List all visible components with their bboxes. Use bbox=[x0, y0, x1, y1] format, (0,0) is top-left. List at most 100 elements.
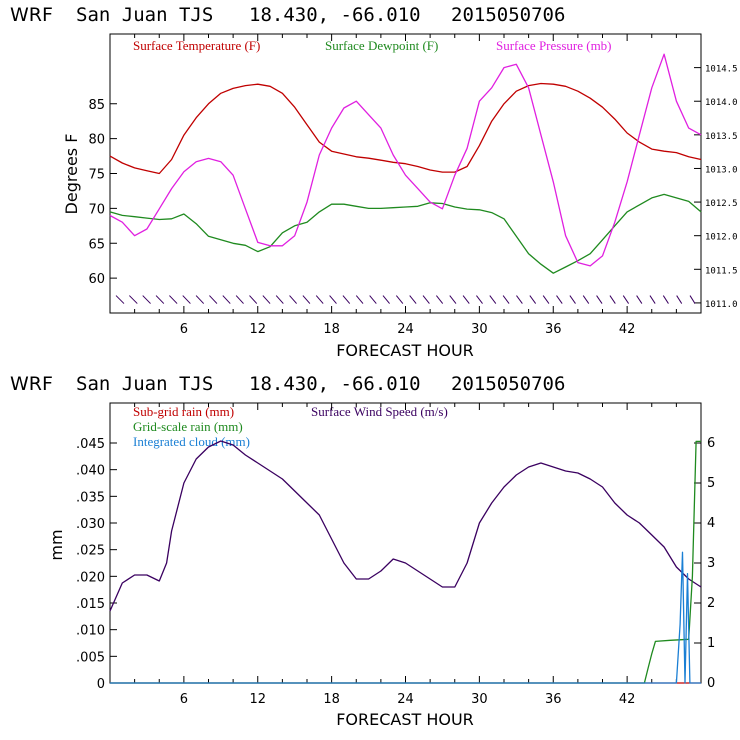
wind-barb bbox=[582, 295, 590, 304]
y-tick-label: 85 bbox=[88, 98, 105, 113]
right-y-tick-label: 1011.5 bbox=[705, 266, 738, 276]
right-y-tick-label: 5 bbox=[707, 476, 715, 491]
x-tick-label: 24 bbox=[397, 692, 414, 707]
wind-barb bbox=[689, 295, 696, 304]
right-y-tick-label: 1014.0 bbox=[705, 98, 738, 108]
series-line-surface-temperature bbox=[109, 82, 702, 175]
y-tick-label: 65 bbox=[88, 237, 105, 252]
x-tick-label: 36 bbox=[545, 692, 562, 707]
y-axis-label: mm bbox=[47, 529, 66, 560]
wind-barb bbox=[235, 295, 244, 304]
right-y-tick-label: 4 bbox=[707, 516, 715, 531]
right-y-tick-label: 1013.0 bbox=[705, 165, 738, 175]
wind-barb bbox=[195, 295, 205, 304]
y-tick-label: .045 bbox=[76, 437, 105, 452]
wind-barb bbox=[342, 295, 351, 304]
y-tick-label: .010 bbox=[76, 624, 105, 639]
legend-integrated-cloud: Integrated cloud (mm) bbox=[133, 434, 250, 449]
wind-barb bbox=[262, 295, 271, 304]
wind-barb bbox=[409, 295, 417, 304]
y-tick-label: 70 bbox=[88, 202, 105, 217]
x-tick-label: 24 bbox=[397, 322, 414, 337]
y-tick-label: 0 bbox=[97, 677, 105, 692]
x-tick-label: 12 bbox=[249, 322, 266, 337]
series-line-surface-wind-speed bbox=[109, 440, 702, 612]
legend-dewpoint: Surface Dewpoint (F) bbox=[325, 38, 438, 53]
right-y-tick-label: 1014.5 bbox=[705, 65, 738, 75]
x-tick-label: 6 bbox=[180, 692, 188, 707]
x-tick-label: 30 bbox=[471, 692, 488, 707]
series-line-grid-scale-rain bbox=[110, 440, 701, 684]
y-tick-label: .015 bbox=[76, 597, 105, 612]
wind-barb bbox=[395, 295, 404, 304]
wind-barb bbox=[422, 295, 430, 304]
wind-barb bbox=[115, 295, 125, 304]
right-y-tick-label: 6 bbox=[707, 436, 715, 451]
legend-gridscale-rain: Grid-scale rain (mm) bbox=[133, 419, 243, 434]
wind-barb bbox=[462, 295, 470, 304]
wind-barb bbox=[249, 295, 258, 304]
temperature-pressure-panel: WRF San Juan TJS 18.430, -66.010 2015050… bbox=[10, 4, 738, 360]
wind-barb bbox=[676, 295, 683, 304]
wind-barb bbox=[302, 295, 311, 304]
right-y-tick-label: 1 bbox=[707, 636, 715, 651]
wind-barb bbox=[222, 295, 231, 304]
title-run-time: 2015050706 bbox=[451, 4, 565, 26]
x-tick-label: 6 bbox=[180, 322, 188, 337]
wind-barb bbox=[662, 295, 669, 304]
y-tick-label: .020 bbox=[76, 570, 105, 585]
wind-barb bbox=[596, 295, 603, 304]
x-tick-label: 12 bbox=[249, 692, 266, 707]
series-line-surface-pressure bbox=[109, 53, 702, 267]
wind-barb bbox=[622, 295, 630, 304]
wind-barb bbox=[649, 295, 656, 304]
y-tick-label: .025 bbox=[76, 544, 105, 559]
wind-barb bbox=[182, 295, 191, 304]
legend-wind-speed: Surface Wind Speed (m/s) bbox=[311, 404, 448, 419]
plot-frame bbox=[109, 33, 702, 314]
wind-barb bbox=[636, 295, 643, 304]
wind-barb bbox=[142, 295, 151, 304]
wind-barb bbox=[155, 295, 165, 304]
legend-pressure: Surface Pressure (mb) bbox=[496, 38, 612, 53]
wind-barb bbox=[435, 295, 444, 304]
wind-barb bbox=[169, 295, 178, 304]
wind-barb bbox=[569, 295, 576, 304]
x-tick-label: 42 bbox=[619, 692, 636, 707]
title-model: WRF bbox=[10, 373, 53, 395]
series-lines bbox=[109, 53, 702, 274]
wind-barb bbox=[329, 295, 337, 304]
wind-barb bbox=[449, 295, 457, 304]
legend-temperature: Surface Temperature (F) bbox=[133, 38, 260, 53]
wind-barb bbox=[369, 295, 377, 304]
wind-barbs bbox=[115, 295, 696, 304]
wind-barb bbox=[289, 295, 298, 304]
wind-barb bbox=[209, 295, 218, 304]
title-station: San Juan TJS bbox=[76, 4, 213, 26]
wind-barb bbox=[542, 295, 550, 304]
title-run-time: 2015050706 bbox=[451, 373, 565, 395]
wind-barb bbox=[502, 295, 510, 304]
title-coordinates: 18.430, -66.010 bbox=[249, 4, 421, 26]
rain-wind-panel: WRF San Juan TJS 18.430, -66.010 2015050… bbox=[10, 373, 715, 729]
wind-barb bbox=[489, 295, 497, 304]
legend-subgrid-rain: Sub-grid rain (mm) bbox=[133, 404, 234, 419]
right-y-tick-label: 0 bbox=[707, 676, 715, 691]
x-axis-label: FORECAST HOUR bbox=[336, 710, 474, 729]
x-tick-label: 18 bbox=[323, 322, 340, 337]
wind-barb bbox=[275, 295, 284, 304]
right-y-tick-label: 1011.0 bbox=[705, 300, 738, 310]
axis-ticks: 6 12 18 24 30 36 42 60 65 70 75 80 85 1011.0 1011.5 101… bbox=[88, 34, 738, 337]
series-line-integrated-cloud bbox=[110, 551, 701, 684]
title-model: WRF bbox=[10, 4, 53, 26]
wind-barb bbox=[128, 295, 138, 304]
y-tick-label: .035 bbox=[76, 490, 105, 505]
right-y-tick-label: 1013.5 bbox=[705, 132, 738, 142]
wind-barb bbox=[556, 295, 563, 304]
right-y-tick-label: 1012.5 bbox=[705, 199, 738, 209]
wind-barb bbox=[609, 295, 616, 304]
wind-barb bbox=[355, 295, 364, 304]
x-tick-label: 36 bbox=[545, 322, 562, 337]
x-tick-label: 30 bbox=[471, 322, 488, 337]
